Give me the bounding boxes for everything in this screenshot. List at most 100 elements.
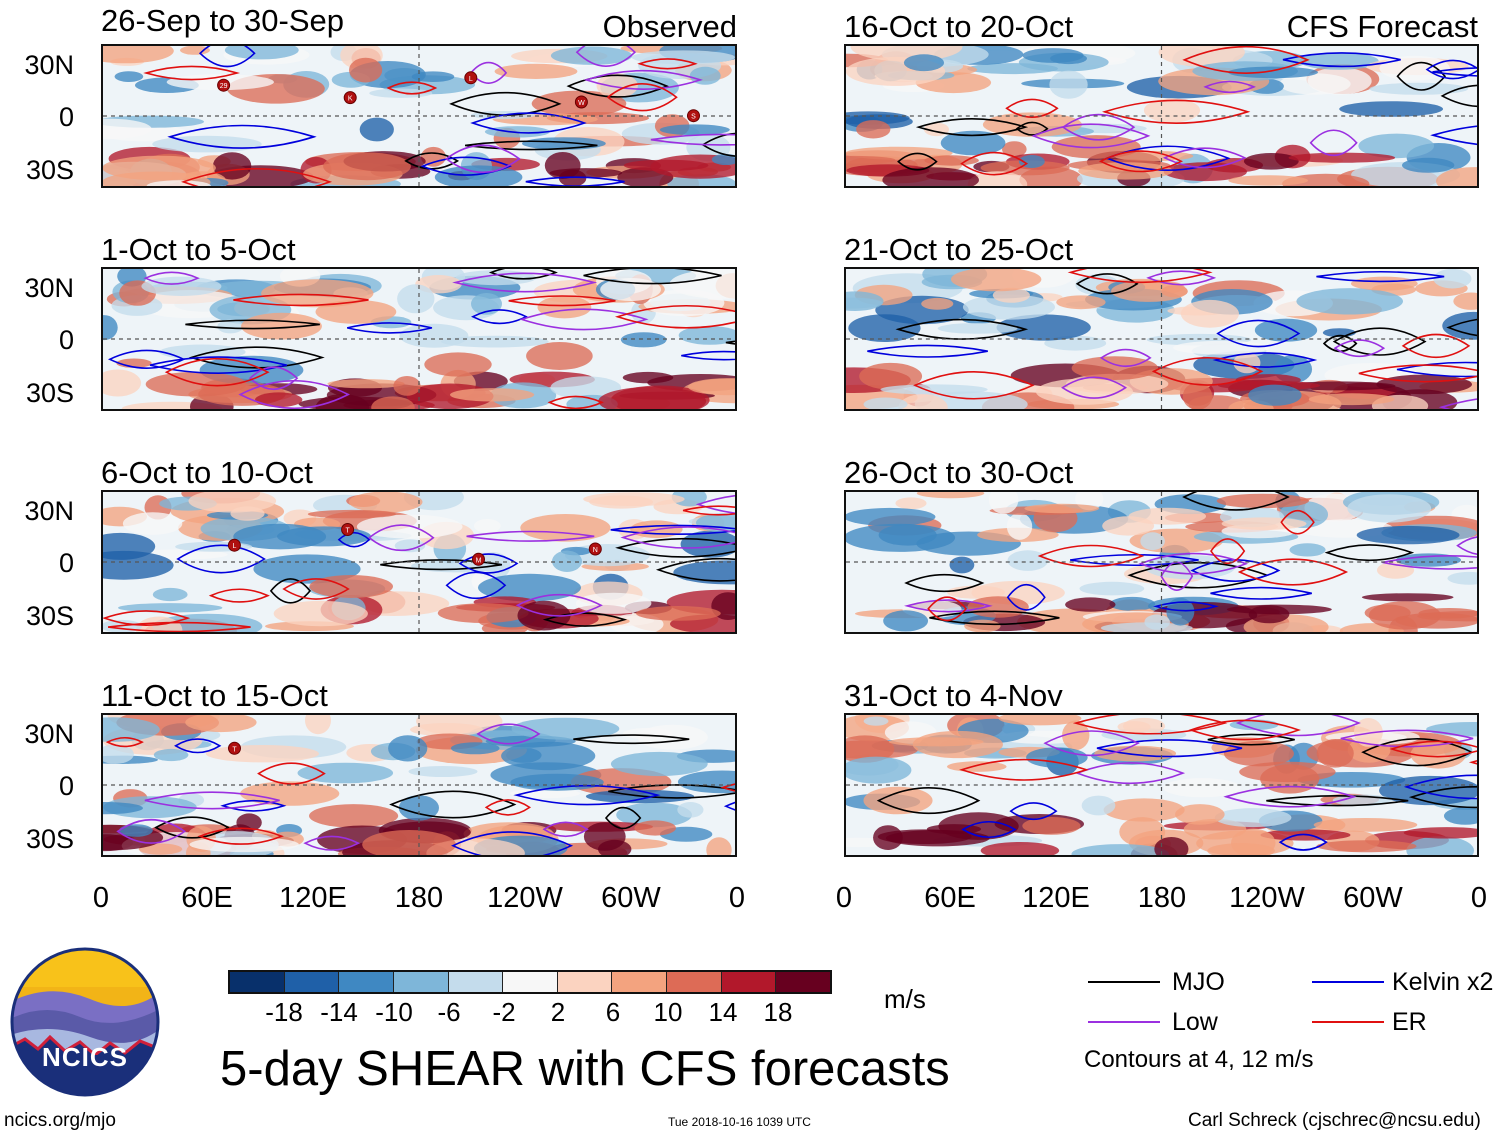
shear-anomaly-blob: [937, 323, 1018, 334]
ytick-30s: 30S: [25, 824, 74, 854]
shear-anomaly-blob: [141, 276, 222, 296]
wave-contour: [1266, 795, 1409, 807]
shear-anomaly-blob: [103, 717, 160, 742]
shear-anomaly-blob: [1313, 818, 1418, 832]
colorbar-swatch: [721, 972, 777, 992]
shear-anomaly-blob: [1111, 280, 1188, 302]
contour-note: Contours at 4, 12 m/s: [1084, 1046, 1314, 1073]
wave-contour: [650, 133, 735, 146]
shear-anomaly-blob: [688, 378, 735, 396]
shear-anomaly-blob: [399, 323, 469, 348]
wave-contour: [615, 537, 735, 558]
shear-anomaly-blob: [1022, 48, 1084, 63]
wave-contour: [1332, 327, 1427, 356]
shear-anomaly-blob: [397, 284, 435, 314]
wave-contour: [347, 322, 433, 334]
shear-anomaly-blob: [1395, 553, 1462, 567]
wave-contour: [197, 827, 284, 845]
xtick-0: 0: [1470, 882, 1488, 914]
wave-contour: [515, 593, 603, 617]
shear-anomaly-blob: [964, 619, 1001, 632]
shear-anomaly-blob: [992, 287, 1030, 303]
tropical-storm-icon: K: [343, 91, 357, 105]
shear-anomaly-blob: [261, 279, 374, 308]
legend-er: ER: [1392, 1008, 1427, 1036]
shear-anomaly-blob: [1221, 517, 1307, 530]
colorbar-swatch: [776, 972, 831, 992]
shear-anomaly-blob: [846, 155, 896, 165]
shear-anomaly-blob: [359, 117, 394, 142]
wave-contour: [1440, 84, 1477, 108]
wave-contour: [1207, 733, 1295, 746]
wave-contour: [471, 309, 528, 325]
shear-anomaly-blob: [631, 50, 735, 65]
shear-map-4: T: [103, 715, 735, 855]
xtick-120e: 120E: [1022, 882, 1090, 914]
wave-contour: [897, 152, 938, 171]
shear-anomaly-blob: [217, 319, 244, 334]
shear-anomaly-blob: [622, 371, 674, 384]
shear-anomaly-blob: [1443, 807, 1477, 825]
shear-anomaly-blob: [119, 824, 153, 837]
shear-anomaly-blob: [1094, 745, 1177, 762]
shear-anomaly-blob: [544, 152, 581, 179]
shear-anomaly-blob: [610, 751, 708, 777]
wave-contour: [188, 346, 325, 369]
wave-contour: [1160, 561, 1194, 591]
wave-contour: [1072, 715, 1228, 735]
wave-contour: [144, 791, 280, 810]
shear-anomaly-blob: [410, 723, 483, 737]
site-link[interactable]: ncics.org/mjo: [4, 1110, 116, 1131]
map-panel-3: L T M N: [101, 490, 737, 634]
wave-contour: [575, 46, 637, 67]
wave-contour: [105, 736, 144, 748]
wave-contour: [380, 559, 503, 571]
shear-anomaly-blob: [185, 715, 257, 733]
wave-contour: [476, 723, 541, 745]
wave-contour: [1098, 150, 1184, 173]
shear-anomaly-blob: [671, 492, 707, 507]
panel-4-title: 11-Oct to 15-Oct: [101, 678, 328, 713]
wave-contour: [451, 831, 574, 855]
wave-contour: [876, 787, 981, 815]
wave-contour: [519, 308, 649, 331]
shear-anomaly-blob: [471, 293, 502, 315]
shear-anomaly-blob: [940, 130, 1006, 156]
legend-kelvin: Kelvin x2: [1392, 968, 1494, 996]
shear-anomaly-blob: [898, 394, 948, 409]
shear-anomaly-blob: [711, 154, 735, 165]
wave-contour: [1382, 555, 1477, 570]
wave-contour: [1146, 270, 1217, 286]
shear-anomaly-blob: [846, 507, 936, 526]
wave-contour: [1138, 552, 1249, 575]
wave-contour: [1099, 348, 1152, 368]
wave-contour: [1432, 67, 1477, 77]
wave-contour: [959, 758, 1089, 781]
cb-label: 14: [708, 997, 738, 1027]
shear-anomaly-blob: [494, 63, 578, 79]
wave-contour: [167, 124, 317, 149]
colorbar-swatch: [230, 972, 285, 992]
cb-label: -2: [492, 997, 516, 1027]
shear-anomaly-blob: [912, 730, 1003, 759]
shear-anomaly-blob: [1228, 175, 1309, 186]
shear-anomaly-blob: [349, 57, 383, 83]
shear-anomaly-blob: [307, 509, 396, 519]
wave-contour: [1005, 98, 1059, 118]
shear-anomaly-blob: [1403, 827, 1477, 839]
shear-anomaly-blob: [600, 278, 661, 301]
wave-contour: [1153, 601, 1219, 612]
shear-anomaly-blob: [1078, 162, 1173, 180]
wave-contour: [389, 790, 517, 819]
cb-label: 6: [605, 997, 621, 1027]
shear-anomaly-blob: [1065, 597, 1116, 612]
wave-contour: [1358, 364, 1477, 383]
shear-anomaly-blob: [583, 492, 685, 506]
shear-anomaly-blob: [583, 822, 626, 851]
cb-label: -10: [375, 997, 413, 1027]
shear-anomaly-blob: [1119, 817, 1166, 847]
shear-anomaly-blob: [411, 71, 455, 82]
map-panel-2: [101, 267, 737, 411]
wave-contour: [620, 526, 735, 549]
shear-anomaly-blob: [677, 802, 704, 818]
